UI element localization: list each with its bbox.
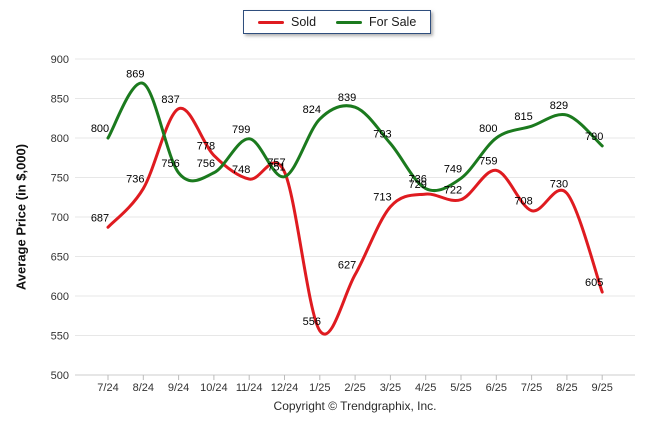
data-label: 722 [444,185,462,197]
x-tick-label: 3/25 [380,382,401,394]
data-label: 778 [197,140,215,152]
data-label: 627 [338,260,356,272]
legend-label-for-sale: For Sale [369,14,417,29]
data-label: 729 [409,179,427,191]
x-tick-label: 4/25 [415,382,436,394]
x-tick-label: 1/25 [309,382,330,394]
series-line-sold [106,107,604,336]
sold-line-swatch [258,20,284,24]
x-tick-label: 11/24 [236,382,263,394]
data-label: 759 [479,155,497,167]
x-tick-label: 8/24 [133,382,154,394]
series-line-for-sale [106,81,604,193]
x-tick-label: 12/24 [271,382,299,394]
y-tick-label: 750 [51,173,69,185]
x-tick-label: 5/25 [450,382,471,394]
data-label: 730 [550,178,568,190]
y-tick-label: 700 [51,212,69,224]
data-label: 708 [514,196,532,208]
x-tick-label: 9/24 [168,382,189,394]
x-tick-label: 7/25 [521,382,542,394]
data-label: 756 [197,158,215,170]
copyright-text: Copyright © Trendgraphix, Inc. [273,399,437,413]
y-tick-label: 550 [51,331,69,343]
data-label: 793 [373,129,391,141]
data-label: 757 [267,157,285,169]
data-label: 713 [373,192,391,204]
legend-item-for-sale[interactable]: For Sale [336,16,416,29]
data-label: 824 [303,104,321,116]
x-tick-label: 6/25 [486,382,507,394]
y-tick-label: 650 [51,252,69,264]
legend-label-sold: Sold [291,14,317,29]
data-label: 748 [232,164,250,176]
data-label: 829 [550,100,568,112]
data-label: 800 [91,123,109,135]
data-label: 751 [267,162,285,174]
data-label: 605 [585,277,603,289]
data-label: 756 [161,158,179,170]
y-tick-label: 600 [51,291,69,303]
data-label: 556 [303,316,321,328]
data-label: 736 [126,174,144,186]
x-tick-label: 9/25 [591,382,612,394]
data-label: 869 [126,68,144,80]
data-label: 687 [91,212,109,224]
legend-item-sold[interactable]: Sold [258,16,316,29]
data-label: 749 [444,163,462,175]
x-tick-label: 7/24 [97,382,118,394]
y-tick-label: 500 [51,370,69,382]
x-tick-label: 8/25 [556,382,577,394]
data-label: 837 [161,94,179,106]
x-tick-label: 2/25 [344,382,365,394]
data-label: 799 [232,124,250,136]
y-tick-label: 800 [51,133,69,145]
data-label: 800 [479,123,497,135]
data-label: 839 [338,92,356,104]
data-label: 815 [514,111,532,123]
y-tick-label: 900 [51,54,69,66]
data-label: 790 [585,131,603,143]
x-tick-label: 10/24 [200,382,228,394]
y-tick-label: 850 [51,94,69,106]
chart-legend: Sold For Sale [243,10,432,34]
data-label: 736 [409,174,427,186]
for-sale-line-swatch [336,20,363,24]
